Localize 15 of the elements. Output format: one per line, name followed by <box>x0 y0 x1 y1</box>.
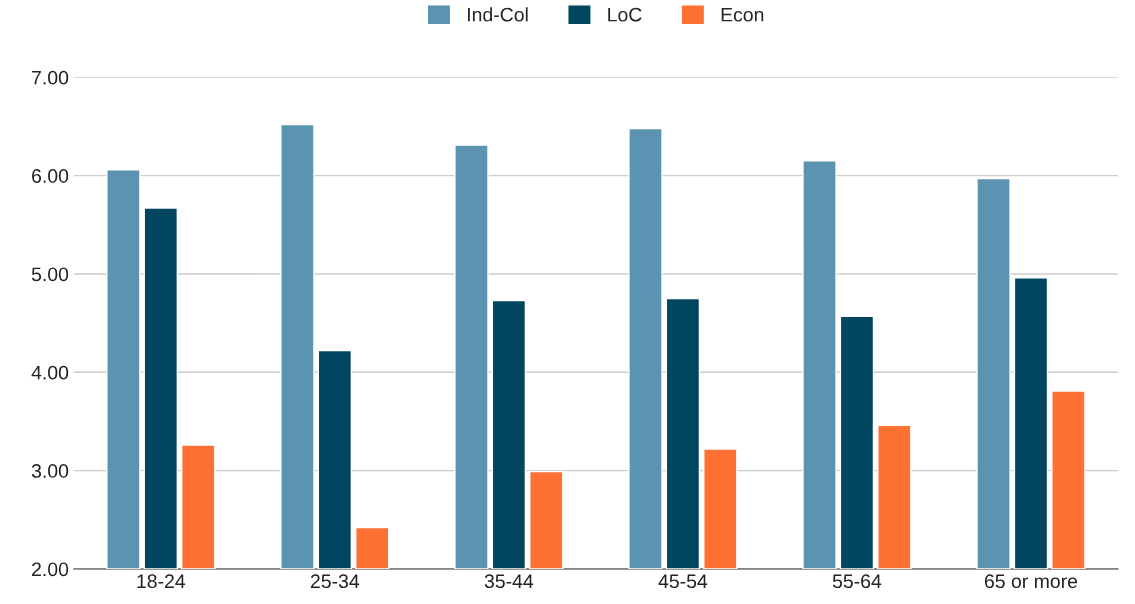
x-tick-label: 45-54 <box>658 574 708 589</box>
legend-label: LoC <box>608 7 642 22</box>
y-tick-label: 7.00 <box>32 70 69 85</box>
y-tick-label: 6.00 <box>32 169 69 183</box>
y-tick-label: 4.00 <box>31 365 69 380</box>
x-tick-label: 25-34 <box>310 574 360 589</box>
legend-label: Ind-Col <box>468 7 528 22</box>
x-tick-label: 55-64 <box>832 574 882 589</box>
x-tick-label: 18-24 <box>137 574 186 589</box>
y-tick-label: 2.00 <box>32 562 69 577</box>
x-tick-label: 65 or more <box>984 574 1078 589</box>
y-tick-label: 5.00 <box>31 267 69 282</box>
y-tick-label: 3.00 <box>31 464 69 478</box>
legend-label: Econ <box>721 7 764 22</box>
x-tick-label: 35-44 <box>484 574 534 589</box>
